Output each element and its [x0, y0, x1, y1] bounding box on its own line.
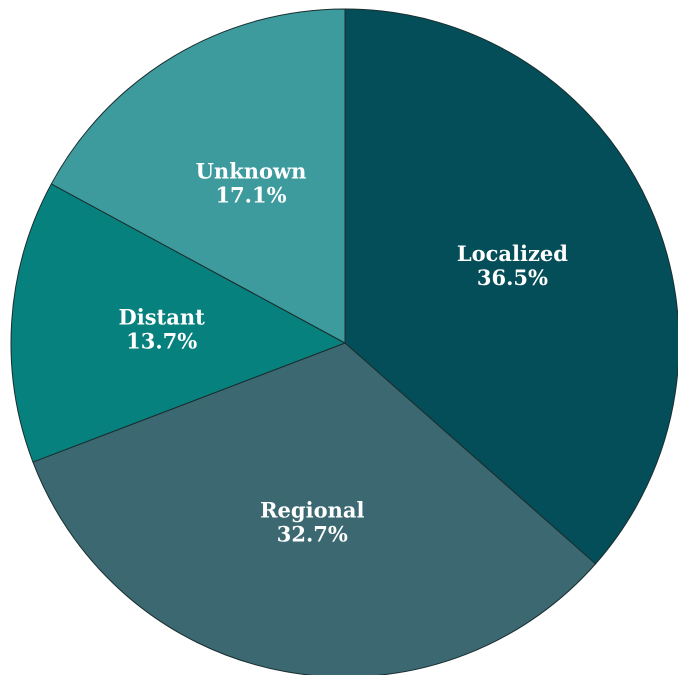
slice-label: Regional: [260, 497, 364, 522]
slice-label: Localized: [457, 241, 568, 266]
pie-slice: [10, 183, 347, 463]
slice-value-label: 13.7%: [126, 328, 197, 353]
pie-slice: [32, 342, 597, 675]
slice-value-label: 32.7%: [277, 521, 348, 546]
slice-label: Unknown: [196, 159, 307, 184]
pie-slice: [344, 8, 678, 565]
slice-label: Distant: [119, 304, 206, 329]
slice-value-label: 17.1%: [215, 183, 286, 208]
slice-value-label: 36.5%: [477, 265, 548, 290]
pie-slice: [50, 8, 346, 344]
